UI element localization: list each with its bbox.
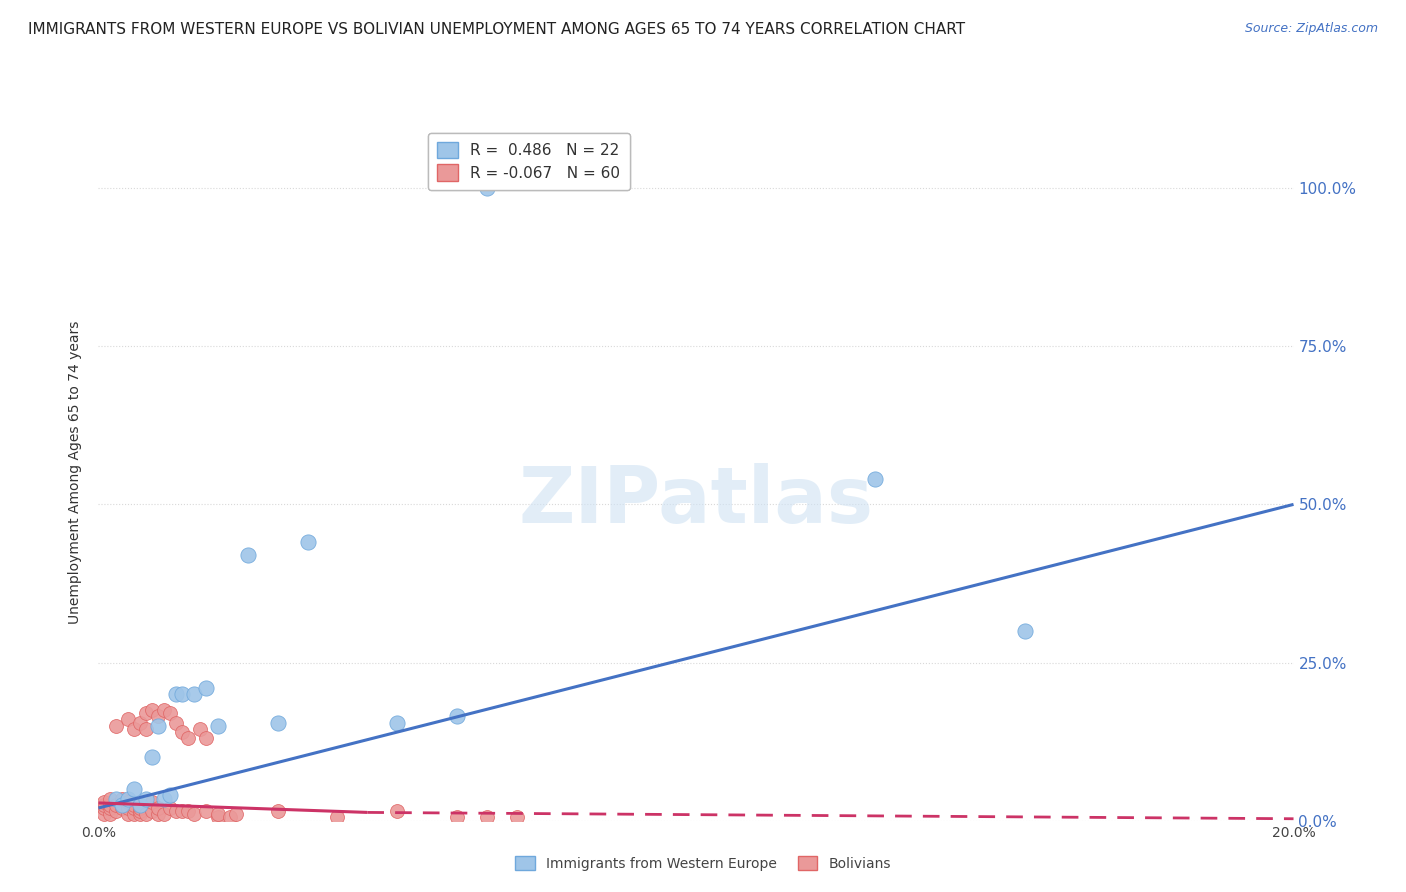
Point — [236, 548, 259, 562]
Point — [129, 807, 152, 822]
Point — [135, 807, 157, 822]
Point — [141, 804, 163, 818]
Point — [183, 807, 205, 822]
Point — [172, 804, 194, 818]
Point — [297, 535, 319, 549]
Point — [506, 810, 529, 824]
Point — [124, 782, 146, 797]
Point — [141, 750, 163, 764]
Point — [475, 181, 498, 195]
Point — [207, 810, 229, 824]
Point — [475, 810, 498, 824]
Point — [129, 804, 152, 818]
Point — [207, 719, 229, 733]
Point — [172, 687, 194, 701]
Point — [105, 791, 128, 805]
Point — [105, 804, 128, 818]
Point — [219, 810, 242, 824]
Point — [124, 807, 146, 822]
Point — [135, 791, 157, 805]
Point — [100, 797, 122, 812]
Point — [207, 807, 229, 822]
Point — [165, 804, 187, 818]
Point — [93, 807, 115, 822]
Point — [148, 801, 170, 815]
Point — [124, 801, 146, 815]
Point — [159, 706, 181, 720]
Point — [111, 791, 134, 805]
Point — [195, 681, 218, 695]
Point — [326, 810, 349, 824]
Point — [195, 804, 218, 818]
Text: IMMIGRANTS FROM WESTERN EUROPE VS BOLIVIAN UNEMPLOYMENT AMONG AGES 65 TO 74 YEAR: IMMIGRANTS FROM WESTERN EUROPE VS BOLIVI… — [28, 22, 966, 37]
Point — [129, 797, 152, 812]
Point — [124, 722, 146, 736]
Point — [172, 725, 194, 739]
Point — [177, 731, 200, 746]
Point — [135, 722, 157, 736]
Point — [117, 801, 139, 815]
Point — [385, 715, 409, 730]
Point — [111, 797, 134, 812]
Point — [165, 687, 187, 701]
Legend: R =  0.486   N = 22, R = -0.067   N = 60: R = 0.486 N = 22, R = -0.067 N = 60 — [427, 133, 630, 190]
Point — [141, 795, 163, 809]
Point — [117, 713, 139, 727]
Point — [1014, 624, 1036, 638]
Point — [129, 801, 152, 815]
Point — [141, 703, 163, 717]
Point — [111, 801, 134, 815]
Point — [135, 706, 157, 720]
Point — [93, 795, 115, 809]
Point — [165, 715, 187, 730]
Point — [159, 801, 181, 815]
Point — [177, 804, 200, 818]
Point — [385, 804, 409, 818]
Point — [148, 719, 170, 733]
Point — [225, 807, 247, 822]
Point — [105, 797, 128, 812]
Point — [129, 797, 152, 812]
Point — [117, 795, 139, 809]
Text: Source: ZipAtlas.com: Source: ZipAtlas.com — [1244, 22, 1378, 36]
Point — [183, 687, 205, 701]
Point — [117, 807, 139, 822]
Point — [129, 715, 152, 730]
Point — [195, 731, 218, 746]
Point — [105, 719, 128, 733]
Point — [188, 722, 211, 736]
Point — [153, 791, 176, 805]
Point — [446, 709, 468, 723]
Point — [100, 801, 122, 815]
Point — [267, 804, 290, 818]
Point — [93, 801, 115, 815]
Y-axis label: Unemployment Among Ages 65 to 74 years: Unemployment Among Ages 65 to 74 years — [69, 321, 83, 624]
Point — [100, 791, 122, 805]
Point — [111, 797, 134, 812]
Point — [446, 810, 468, 824]
Point — [267, 715, 290, 730]
Point — [148, 709, 170, 723]
Point — [153, 703, 176, 717]
Legend: Immigrants from Western Europe, Bolivians: Immigrants from Western Europe, Bolivian… — [510, 850, 896, 876]
Point — [93, 797, 115, 812]
Point — [117, 791, 139, 805]
Text: ZIPatlas: ZIPatlas — [519, 463, 873, 539]
Point — [153, 807, 176, 822]
Point — [124, 797, 146, 812]
Point — [865, 472, 887, 486]
Point — [100, 807, 122, 822]
Point — [159, 789, 181, 803]
Point — [148, 807, 170, 822]
